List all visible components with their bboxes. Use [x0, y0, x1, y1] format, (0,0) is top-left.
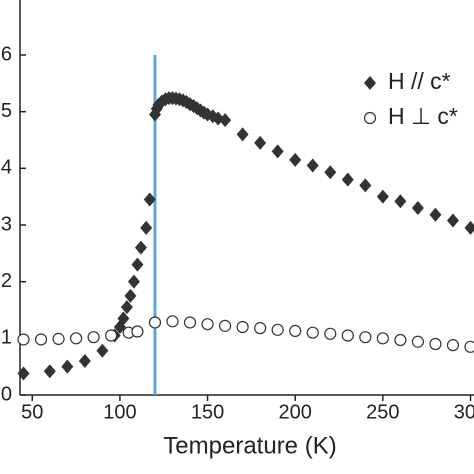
point [120, 300, 133, 315]
point [411, 335, 425, 348]
x-tick-label: 150 [191, 401, 224, 423]
point [236, 127, 249, 142]
point [131, 257, 144, 272]
point [359, 331, 372, 344]
point [52, 332, 65, 345]
point [105, 329, 118, 342]
point [236, 320, 249, 334]
point [341, 172, 354, 187]
point [306, 158, 319, 173]
point [124, 288, 137, 303]
point [324, 327, 337, 340]
point [201, 318, 214, 331]
y-tick-label: 0 [1, 383, 12, 405]
point [127, 274, 140, 289]
y-tick-label: 4 [1, 157, 12, 179]
legend-marker [364, 76, 376, 90]
point [218, 319, 232, 332]
point [96, 343, 109, 358]
y-tick-label: 1 [1, 327, 12, 349]
x-tick-label: 250 [366, 401, 399, 423]
point [254, 135, 267, 150]
point [17, 333, 30, 346]
point [148, 316, 162, 329]
point [289, 324, 302, 338]
point [43, 364, 56, 379]
point [143, 192, 156, 207]
point [183, 316, 197, 329]
point [271, 323, 284, 336]
y-tick-label: 3 [1, 213, 12, 235]
point [78, 354, 91, 368]
point [69, 332, 83, 345]
x-tick-label: 100 [103, 401, 136, 423]
point [34, 333, 48, 346]
point [131, 325, 144, 338]
point [140, 220, 153, 235]
point [446, 213, 459, 228]
point [359, 178, 372, 193]
point [324, 165, 337, 180]
y-tick-label: 2 [1, 270, 12, 292]
point [376, 332, 389, 345]
point [117, 311, 130, 326]
point [271, 144, 284, 159]
x-tick-label: 50 [21, 401, 43, 423]
point [394, 194, 407, 209]
point [411, 201, 424, 215]
point [87, 331, 100, 344]
point [166, 315, 179, 328]
point [446, 339, 460, 352]
point [254, 322, 267, 335]
point [464, 340, 474, 353]
legend-marker [363, 111, 377, 125]
point [429, 207, 442, 222]
point [289, 152, 302, 167]
x-axis-label: Temperature (K) [163, 432, 336, 459]
legend-label: H ⊥ c* [388, 103, 458, 129]
point [341, 329, 354, 342]
point [376, 189, 389, 204]
legend-label: H // c* [388, 68, 451, 94]
point [306, 326, 319, 339]
y-tick-label: 6 [1, 43, 12, 65]
point [61, 359, 74, 374]
x-tick-label: 200 [279, 401, 312, 423]
point [134, 240, 147, 255]
point [394, 333, 407, 347]
point [17, 366, 30, 381]
y-tick-label: 5 [1, 100, 12, 122]
point [464, 220, 474, 235]
point [219, 113, 232, 128]
point [429, 337, 442, 351]
x-tick-label: 300 [454, 401, 474, 423]
